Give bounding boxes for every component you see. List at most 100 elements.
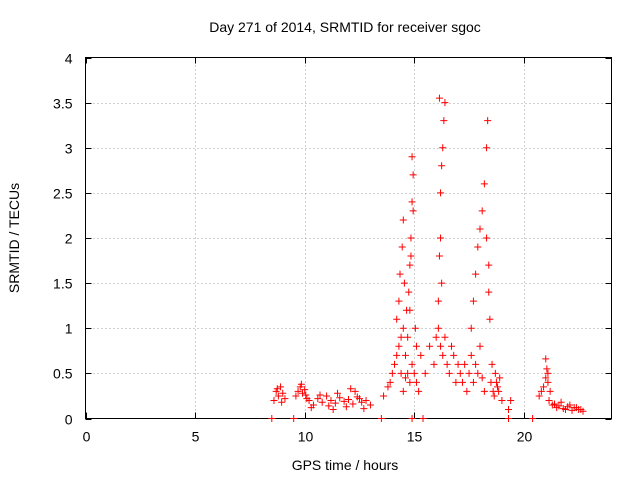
data-point [292, 392, 300, 400]
data-point [366, 401, 374, 409]
data-point [360, 405, 368, 413]
data-point [498, 396, 506, 404]
data-point [318, 398, 326, 406]
data-point [495, 387, 503, 395]
data-point [450, 351, 458, 359]
y-tick-label: 0.5 [53, 366, 73, 382]
data-point [491, 369, 499, 377]
data-point [327, 396, 335, 404]
data-point [340, 397, 348, 405]
data-point [504, 415, 512, 422]
data-point [404, 333, 412, 341]
data-point [404, 369, 412, 377]
data-point [408, 415, 416, 422]
data-point [325, 402, 333, 410]
y-tick-label: 2 [65, 231, 73, 247]
data-point [408, 153, 416, 161]
data-point [399, 324, 407, 332]
data-point [546, 387, 554, 395]
data-point [504, 405, 512, 413]
x-tick-label: 10 [298, 429, 314, 445]
data-point [439, 351, 447, 359]
chart-title: Day 271 of 2014, SRMTID for receiver sgo… [209, 19, 481, 35]
data-point [555, 402, 563, 410]
data-point [331, 399, 339, 407]
axis-ticks: 0 0.5 1 1.5 2 2.5 3 3.5 4 0 5 10 15 20 [53, 51, 612, 445]
y-tick-label: 1.5 [53, 276, 73, 292]
data-point [490, 392, 498, 400]
y-tick-label: 2.5 [53, 186, 73, 202]
data-point [281, 395, 289, 403]
data-point [398, 243, 406, 251]
data-point [412, 378, 420, 386]
data-point [476, 342, 484, 350]
data-point [434, 297, 442, 305]
data-point [572, 404, 580, 412]
data-point [559, 405, 567, 413]
data-point [478, 207, 486, 215]
data-point [279, 389, 287, 397]
data-point [435, 252, 443, 260]
data-point [270, 396, 278, 404]
data-point [347, 385, 355, 393]
data-point [377, 415, 385, 422]
data-point [408, 198, 416, 206]
data-point [452, 378, 460, 386]
data-point [405, 288, 413, 296]
data-point [407, 252, 415, 260]
data-point [334, 389, 342, 397]
data-point [557, 398, 565, 406]
plot-area-border [85, 57, 612, 419]
data-point [410, 369, 418, 377]
data-point [406, 378, 414, 386]
data-point [388, 369, 396, 377]
data-point [443, 360, 451, 368]
data-point [401, 351, 409, 359]
data-point [472, 270, 480, 278]
data-point [305, 396, 313, 404]
data-point [484, 117, 492, 125]
x-tick-label: 5 [192, 429, 200, 445]
data-point [397, 369, 405, 377]
data-point [564, 403, 572, 411]
data-points [268, 94, 587, 422]
data-point [469, 297, 477, 305]
data-point [537, 387, 545, 395]
data-point [437, 189, 445, 197]
data-point [395, 297, 403, 305]
data-point [472, 360, 480, 368]
data-point [435, 94, 443, 102]
y-tick-label: 1 [65, 321, 73, 337]
data-point [540, 383, 548, 391]
x-tick-label: 0 [83, 429, 91, 445]
data-point [438, 279, 446, 287]
data-point [298, 389, 306, 397]
data-point [440, 117, 448, 125]
data-point [399, 216, 407, 224]
data-point [544, 378, 552, 386]
data-point [380, 392, 388, 400]
data-point [441, 333, 449, 341]
data-point [480, 180, 488, 188]
data-point [393, 315, 401, 323]
data-point [480, 387, 488, 395]
data-point [542, 355, 550, 363]
data-point [342, 403, 350, 411]
data-point [307, 404, 315, 412]
data-point [406, 306, 414, 314]
data-point [409, 207, 417, 215]
data-point [277, 383, 285, 391]
data-point [412, 342, 420, 350]
data-point [544, 369, 552, 377]
x-axis-label: GPS time / hours [292, 457, 399, 473]
data-point [396, 270, 404, 278]
data-point [483, 144, 491, 152]
data-point [486, 315, 494, 323]
data-point [417, 351, 425, 359]
data-point [406, 261, 414, 269]
data-point [349, 400, 357, 408]
data-point [542, 374, 550, 382]
data-point [461, 360, 469, 368]
data-point [434, 324, 442, 332]
